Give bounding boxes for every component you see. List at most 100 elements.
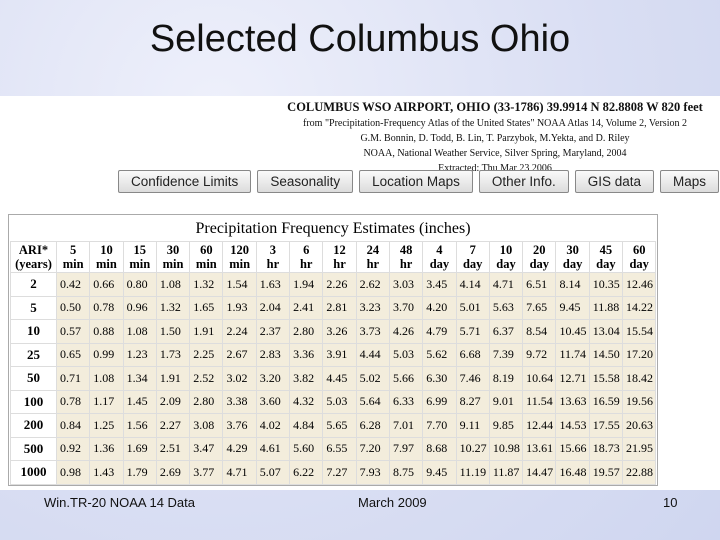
value-cell: 3.73 (355, 319, 390, 344)
value-cell: 2.25 (189, 342, 224, 367)
value-cell: 1.63 (255, 272, 291, 297)
value-cell: 6.22 (289, 460, 324, 485)
column-header: ARI* (years) (10, 241, 57, 273)
value-cell: 16.59 (588, 389, 624, 414)
column-header: 30 day (555, 241, 590, 273)
header-text: 7 (469, 243, 476, 257)
value-cell: 9.85 (488, 413, 524, 438)
value-cell: 1.23 (122, 342, 157, 367)
value-cell: 0.78 (89, 295, 124, 320)
value-cell: 13.04 (588, 319, 624, 344)
header-text: 60 (632, 243, 646, 257)
value-cell: 1.79 (122, 460, 157, 485)
header-text: hr (366, 257, 380, 271)
value-cell: 12.46 (622, 272, 657, 297)
header-text: day (496, 257, 516, 271)
value-cell: 12.44 (522, 413, 557, 438)
data-row: 5 0.50 0.78 0.96 1.32 1.65 1.93 2.04 2.41 2.81 3.2… (10, 295, 657, 320)
value-cell: 6.28 (355, 413, 390, 438)
value-cell: 3.23 (355, 295, 390, 320)
value-cell: 2.51 (155, 436, 191, 461)
value-cell: 3.70 (388, 295, 424, 320)
value-cell: 1.08 (122, 319, 157, 344)
value-cell: 1.32 (155, 295, 191, 320)
value-cell: 8.68 (422, 436, 457, 461)
value-cell: 2.83 (255, 342, 291, 367)
tab-button[interactable]: Seasonality (257, 170, 354, 193)
value-cell: 6.33 (388, 389, 424, 414)
tab-button[interactable]: Other Info. (478, 170, 569, 193)
value-cell: 9.72 (522, 342, 557, 367)
value-cell: 7.65 (522, 295, 557, 320)
ari-cell: 50 (10, 366, 57, 391)
value-cell: 12.71 (555, 366, 590, 391)
value-cell: 6.99 (422, 389, 457, 414)
value-cell: 22.88 (622, 460, 657, 485)
column-header: 10 day (488, 241, 524, 273)
header-text: day (529, 257, 550, 271)
value-cell: 11.74 (555, 342, 590, 367)
value-cell: 4.20 (422, 295, 457, 320)
value-cell: 9.01 (488, 389, 524, 414)
value-cell: 10.64 (522, 366, 557, 391)
tab-button[interactable]: GIS data (574, 170, 655, 193)
value-cell: 6.68 (455, 342, 490, 367)
value-cell: 14.47 (522, 460, 557, 485)
value-cell: 2.81 (322, 295, 357, 320)
value-cell: 2.52 (189, 366, 224, 391)
header-text: 24 (366, 243, 380, 257)
value-cell: 2.09 (155, 389, 191, 414)
column-header: 45 day (588, 241, 624, 273)
value-cell: 8.54 (522, 319, 557, 344)
value-cell: 21.95 (622, 436, 657, 461)
value-cell: 10.45 (555, 319, 590, 344)
value-cell: 2.26 (322, 272, 357, 297)
value-cell: 8.19 (488, 366, 524, 391)
value-cell: 3.45 (422, 272, 457, 297)
value-cell: 2.37 (255, 319, 291, 344)
header-text: 48 (399, 243, 413, 257)
header-text: day (429, 257, 450, 271)
value-cell: 1.08 (155, 272, 191, 297)
value-cell: 20.63 (622, 413, 657, 438)
value-cell: 4.79 (422, 319, 457, 344)
header-text: hr (333, 257, 346, 271)
value-cell: 2.80 (289, 319, 324, 344)
value-cell: 1.50 (155, 319, 191, 344)
ari-cell: 10 (10, 319, 57, 344)
value-cell: 4.44 (355, 342, 390, 367)
tab-button[interactable]: Location Maps (359, 170, 473, 193)
value-cell: 0.42 (55, 272, 91, 297)
header-text: 12 (333, 243, 346, 257)
value-cell: 6.55 (322, 436, 357, 461)
value-cell: 6.51 (522, 272, 557, 297)
column-header: 60 day (622, 241, 657, 273)
value-cell: 1.08 (89, 366, 124, 391)
header-text: 4 (436, 243, 443, 257)
value-cell: 0.96 (122, 295, 157, 320)
value-cell: 3.82 (289, 366, 324, 391)
value-cell: 16.48 (555, 460, 590, 485)
value-cell: 0.65 (55, 342, 91, 367)
value-cell: 2.24 (222, 319, 257, 344)
value-cell: 1.25 (89, 413, 124, 438)
value-cell: 5.64 (355, 389, 390, 414)
value-cell: 2.41 (289, 295, 324, 320)
value-cell: 0.80 (122, 272, 157, 297)
value-cell: 0.99 (89, 342, 124, 367)
value-cell: 3.47 (189, 436, 224, 461)
value-cell: 0.92 (55, 436, 91, 461)
header-text: min (96, 257, 117, 271)
value-cell: 15.66 (555, 436, 590, 461)
value-cell: 1.94 (289, 272, 324, 297)
header-text: min (229, 257, 251, 271)
value-cell: 0.98 (55, 460, 91, 485)
footer-left: Win.TR-20 NOAA 14 Data (44, 495, 195, 510)
tab-button[interactable]: Maps (660, 170, 720, 193)
value-cell: 3.36 (289, 342, 324, 367)
header-text: min (62, 257, 84, 271)
tab-button[interactable]: Confidence Limits (118, 170, 252, 193)
column-header: 20 day (522, 241, 557, 273)
value-cell: 14.50 (588, 342, 624, 367)
value-cell: 4.71 (488, 272, 524, 297)
